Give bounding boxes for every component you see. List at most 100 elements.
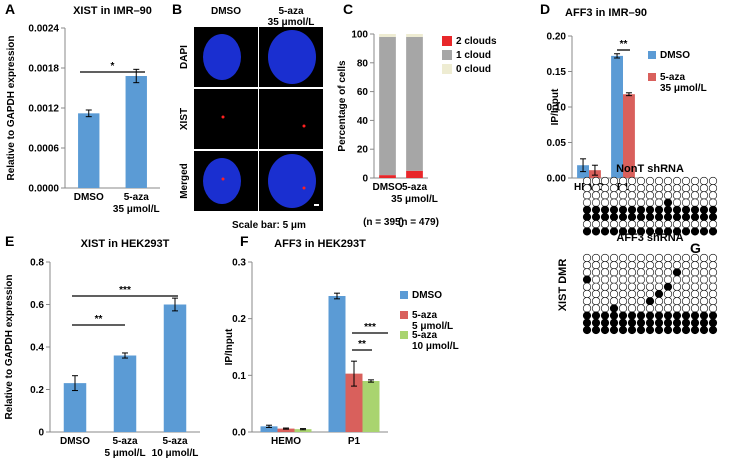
cpg-dot [609, 261, 619, 270]
cpg-dot [645, 318, 655, 327]
cpg-dot [618, 325, 628, 335]
group-label: NonT shRNA [616, 163, 684, 175]
error-bar [591, 164, 598, 176]
bar [260, 426, 278, 432]
cpg-dot [690, 220, 700, 229]
column-label: DMSO [211, 6, 241, 17]
cpg-dot [681, 184, 691, 193]
cpg-dot [663, 275, 673, 284]
x-tick-label: 5-aza 5 μmol/L [104, 436, 145, 459]
cpg-dot [582, 198, 592, 207]
error-bar [85, 109, 92, 118]
xist-signal [221, 177, 225, 181]
cpg-dot [672, 176, 682, 186]
cpg-dot [618, 227, 628, 236]
cpg-dot [654, 191, 664, 200]
cpg-dot [690, 212, 700, 222]
cpg-dot [690, 253, 700, 263]
cpg-dot [663, 198, 673, 207]
cpg-dot [672, 325, 682, 335]
y-tick-label: 0 [38, 428, 44, 439]
cpg-dot [681, 253, 691, 263]
cpg-dot [636, 261, 646, 270]
cpg-dot [690, 268, 700, 277]
xist-signal [302, 186, 306, 190]
cpg-dot [681, 318, 691, 327]
significance-label: ** [358, 339, 366, 350]
scale-label: Scale bar: 5 μm [232, 220, 306, 231]
x-tick-label: DMSO [60, 436, 90, 447]
cpg-dot [690, 297, 700, 306]
cpg-dot [591, 282, 601, 291]
cpg-dot [681, 268, 691, 277]
bar-segment [406, 170, 423, 178]
cpg-dot [708, 205, 718, 214]
legend-swatch [648, 73, 656, 81]
legend-swatch [400, 291, 408, 299]
y-tick-label: 0.0024 [28, 24, 59, 35]
cpg-dot [663, 184, 673, 193]
cpg-dot [663, 176, 673, 186]
cpg-dot [681, 205, 691, 214]
cpg-dot [618, 176, 628, 186]
cpg-dot [636, 212, 646, 222]
cpg-dot [708, 198, 718, 207]
cpg-dot [708, 220, 718, 229]
cpg-dot [609, 268, 619, 277]
cpg-dot [600, 184, 610, 193]
cpg-dot [600, 198, 610, 207]
cpg-dot [699, 184, 709, 193]
bar [78, 113, 100, 188]
y-axis-label: Relative to GAPDH expression [6, 35, 17, 180]
cpg-dot [663, 311, 673, 320]
error-bar [614, 53, 621, 59]
cpg-dot [591, 311, 601, 320]
significance-label: * [111, 61, 115, 72]
column-label: 5-aza 35 μmol/L [268, 6, 315, 28]
nucleus [203, 158, 241, 204]
bar-segment [379, 36, 396, 176]
cpg-dot [663, 282, 673, 291]
legend-label: 5-aza 5 μmol/L [412, 310, 453, 332]
cpg-dot [618, 191, 628, 200]
cpg-dot [591, 198, 601, 207]
side-label: XIST DMR [557, 259, 569, 312]
cpg-dot [708, 289, 718, 299]
y-tick-label: 80 [357, 58, 369, 69]
cpg-dot [645, 268, 655, 277]
panel-label: G [690, 240, 701, 256]
y-tick-label: 0 [362, 174, 368, 185]
cpg-dot [627, 198, 637, 207]
cpg-dot [600, 268, 610, 277]
cpg-dot [690, 191, 700, 200]
cpg-dot [582, 268, 592, 277]
cpg-dot [627, 212, 637, 222]
bar [163, 304, 187, 432]
cpg-dot [663, 191, 673, 200]
legend-swatch [442, 50, 452, 60]
significance-label: ** [620, 39, 628, 50]
cpg-dot [663, 297, 673, 306]
row-label: Merged [179, 163, 190, 199]
cpg-dot [699, 311, 709, 320]
y-tick-label: 0.6 [30, 300, 44, 311]
y-tick-label: 100 [351, 30, 368, 41]
bar [277, 428, 295, 432]
cpg-dot [627, 191, 637, 200]
cpg-dot [663, 212, 673, 222]
cpg-dot [582, 282, 592, 291]
x-tick-label: DMSO [373, 182, 403, 193]
cpg-dot [618, 289, 628, 299]
cpg-dot [699, 304, 709, 313]
legend-label: DMSO [660, 50, 690, 61]
cpg-dot [672, 184, 682, 193]
cpg-dot [600, 176, 610, 186]
cpg-dot [582, 311, 592, 320]
cpg-dot [627, 261, 637, 270]
cpg-dot [681, 325, 691, 335]
cpg-dot [618, 318, 628, 327]
y-tick-label: 0.2 [30, 385, 44, 396]
cpg-dot [636, 253, 646, 263]
cpg-dot [654, 220, 664, 229]
cpg-dot [690, 198, 700, 207]
